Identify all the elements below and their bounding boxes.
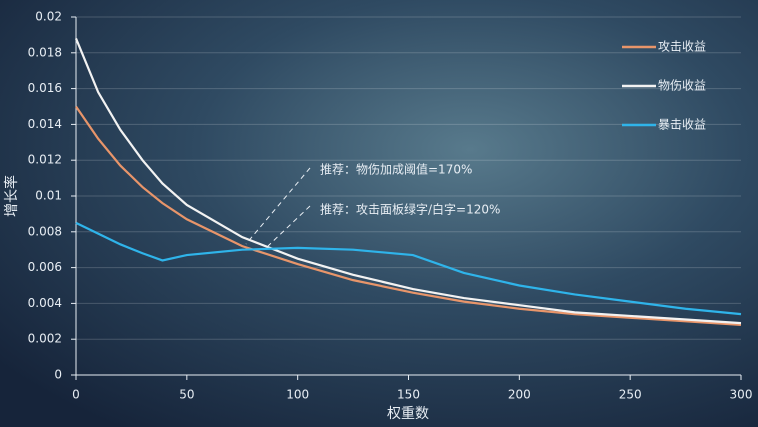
y-tick-label: 0.01 [35,189,62,203]
annotation-pointer [245,167,311,245]
y-axis-label: 增长率 [3,175,20,217]
y-tick-label: 0.012 [28,153,62,167]
annotation-pointer [267,205,311,247]
x-tick-label: 200 [508,388,531,402]
x-tick-label: 250 [619,388,642,402]
y-tick-label: 0.016 [28,81,62,95]
y-tick-label: 0.018 [28,45,62,59]
series-line [75,221,742,316]
x-tick-label: 50 [179,388,194,402]
x-tick-label: 150 [397,388,420,402]
y-tick-label: 0.006 [28,260,62,274]
annotation: 推荐：攻击面板绿字/白字=120% [320,202,500,217]
series-line [74,38,742,325]
legend-label: 物伤收益 [658,79,706,93]
annotation: 推荐：物伤加成阈值=170% [320,162,472,177]
legend-label: 攻击收益 [658,40,706,54]
y-tick-label: 0.014 [28,117,62,131]
legend-label: 暴击收益 [658,118,706,132]
y-tick-label: 0.004 [28,296,62,310]
x-tick-label: 300 [730,388,753,402]
y-tick-label: 0.002 [28,332,62,346]
y-tick-label: 0.02 [35,10,62,24]
series-line [75,105,742,326]
x-axis-label: 权重数 [387,406,429,422]
x-tick-label: 100 [286,388,309,402]
y-tick-label: 0.008 [28,224,62,238]
y-tick-label: 0 [54,368,62,382]
x-tick-label: 0 [72,388,80,402]
